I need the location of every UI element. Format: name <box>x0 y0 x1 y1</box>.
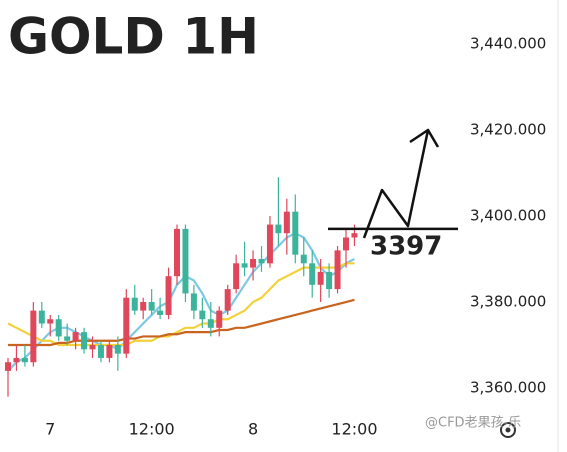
candle-body <box>199 310 206 320</box>
candle-body <box>21 357 28 363</box>
candle-body <box>216 310 223 328</box>
candle-body <box>351 233 358 238</box>
y-tick-label: 3,380.000 <box>470 293 546 311</box>
watermark: @CFD老果孩-乐 <box>425 416 521 431</box>
candle-body <box>233 263 240 290</box>
candle-body <box>106 345 113 358</box>
candle-body <box>30 310 37 363</box>
candle-body <box>47 319 54 324</box>
chart-title: GOLD 1H <box>8 8 259 66</box>
candle-body <box>157 310 164 315</box>
candle-body <box>250 258 257 268</box>
candle-body <box>140 302 147 311</box>
candle-body <box>334 250 341 290</box>
y-tick-label: 3,420.000 <box>470 120 546 138</box>
candle-body <box>317 271 324 285</box>
candle-body <box>326 271 333 290</box>
x-tick-label: 8 <box>248 420 258 439</box>
gear[interactable] <box>500 422 516 438</box>
candle-body <box>309 263 316 285</box>
candle-body <box>64 336 71 341</box>
candle-body <box>131 297 138 311</box>
candle-body <box>174 228 180 277</box>
candle-body <box>89 345 96 350</box>
x-tick-label: 12:00 <box>129 420 175 439</box>
candle-body <box>266 224 273 264</box>
candle-body <box>55 319 62 337</box>
candle-body <box>283 211 290 234</box>
price-level-label: 3397 <box>370 231 442 261</box>
zigzag <box>362 129 430 239</box>
candle-body <box>5 362 11 371</box>
settings-icon[interactable] <box>500 422 516 438</box>
moving-average <box>7 262 355 347</box>
drawn-arrow <box>362 128 440 239</box>
candle-body <box>148 302 155 311</box>
candle-body <box>241 263 248 268</box>
candle-body <box>165 276 172 315</box>
candle-body <box>300 254 307 264</box>
y-tick-label: 3,400.000 <box>470 206 546 224</box>
candle-body <box>81 332 88 350</box>
candle-body <box>72 332 79 341</box>
candle-body <box>224 289 231 311</box>
candle-body <box>258 258 265 264</box>
candle-body <box>343 237 349 251</box>
candle-body <box>182 228 189 294</box>
candle-body <box>123 297 130 354</box>
candle-body <box>13 357 20 363</box>
gear-center[interactable] <box>505 427 511 433</box>
arrow-head <box>409 128 440 148</box>
candle-body <box>97 345 104 358</box>
moving-average <box>8 298 355 347</box>
x-tick-label: 7 <box>45 420 55 439</box>
moving-average <box>7 231 355 372</box>
candle-body <box>207 319 214 328</box>
y-tick-label: 3,440.000 <box>470 34 546 52</box>
candle-body <box>38 310 45 324</box>
candle-body <box>190 293 197 311</box>
candle-body <box>275 224 282 234</box>
y-tick-label: 3,360.000 <box>470 379 546 397</box>
candle-body <box>292 211 299 255</box>
x-tick-label: 12:00 <box>331 420 377 439</box>
candle-body <box>114 345 121 354</box>
